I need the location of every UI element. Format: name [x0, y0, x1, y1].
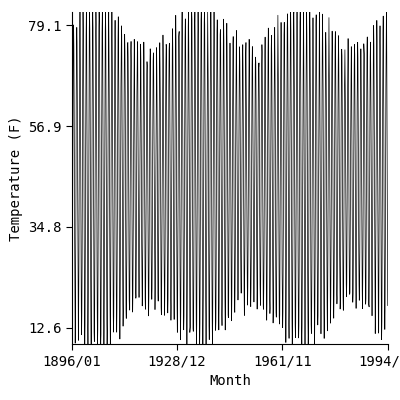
Y-axis label: Temperature (F): Temperature (F) — [8, 115, 22, 241]
X-axis label: Month: Month — [209, 374, 251, 388]
